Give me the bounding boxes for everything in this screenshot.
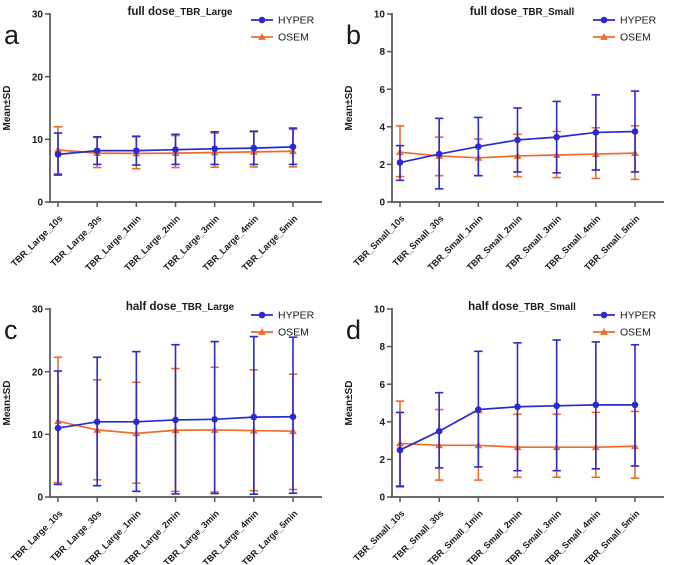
- y-tick-label: 6: [379, 380, 385, 391]
- data-point-triangle: [258, 328, 266, 335]
- data-point-circle: [396, 446, 404, 454]
- y-axis-label: Mean±SD: [344, 86, 355, 131]
- panel-letter: c: [4, 315, 18, 345]
- data-point-circle: [93, 418, 101, 426]
- y-tick-label: 6: [379, 85, 385, 96]
- data-point-circle: [553, 133, 560, 141]
- y-axis-label: Mean±SD: [344, 381, 355, 426]
- y-tick-label: 10: [32, 135, 44, 146]
- y-tick-label: 4: [379, 122, 385, 133]
- data-point-circle: [553, 402, 560, 410]
- data-point-triangle: [600, 328, 608, 335]
- panel-d: d half dose_TBR_Small 0 2 4 6 8 10 Mean±SD TBR_Sm…: [342, 282, 685, 565]
- data-point-circle: [592, 129, 600, 136]
- panel-a: a full dose_TBR_Large 0 10 20 30 Mean±SD TBR_La…: [0, 0, 342, 282]
- data-point-circle: [600, 311, 608, 319]
- legend-label-osem: OSEM: [278, 32, 309, 44]
- data-point-circle: [250, 144, 258, 152]
- panel-letter: b: [346, 20, 361, 50]
- data-point-circle: [514, 403, 521, 411]
- panel-title: half dose_TBR_Small: [468, 301, 576, 313]
- y-tick-label: 10: [32, 430, 44, 441]
- data-point-circle: [133, 418, 140, 426]
- panel-b: b full dose_TBR_Small 0 2 4 6 8 10 Mean±SD TBR_Sm…: [342, 0, 685, 282]
- data-point-circle: [93, 147, 101, 154]
- panel-title: full dose_TBR_Large: [128, 6, 234, 18]
- panel-letter: d: [346, 315, 361, 345]
- data-point-circle: [211, 415, 218, 423]
- data-point-circle: [396, 159, 404, 166]
- data-point-triangle: [600, 33, 608, 40]
- data-point-circle: [289, 143, 297, 151]
- legend-label-osem: OSEM: [278, 327, 309, 339]
- data-point-circle: [258, 16, 266, 24]
- y-tick-label: 10: [374, 305, 386, 316]
- y-tick-label: 2: [379, 160, 385, 171]
- y-tick-label: 20: [32, 72, 44, 83]
- data-point-circle: [475, 143, 482, 150]
- panel-c: c half dose_TBR_Large 0 10 20 30 Mean±SD TBR_La…: [0, 282, 342, 565]
- y-tick-label: 10: [374, 10, 386, 21]
- panel-title: full dose_TBR_Small: [470, 6, 575, 18]
- data-point-circle: [435, 427, 443, 435]
- legend-label-hyper: HYPER: [620, 310, 657, 322]
- y-axis-label: Mean±SD: [2, 381, 13, 426]
- y-tick-label: 4: [379, 417, 385, 428]
- y-tick-label: 30: [32, 305, 44, 316]
- data-point-circle: [475, 406, 482, 413]
- y-tick-label: 0: [379, 198, 385, 209]
- data-point-circle: [631, 128, 639, 135]
- legend-label-osem: OSEM: [620, 327, 651, 339]
- data-point-circle: [631, 401, 639, 409]
- y-tick-label: 8: [379, 342, 385, 353]
- data-point-circle: [435, 150, 443, 158]
- legend-label-hyper: HYPER: [620, 15, 657, 27]
- data-point-triangle: [258, 33, 266, 40]
- data-point-circle: [54, 151, 62, 158]
- data-point-circle: [133, 147, 140, 154]
- data-point-circle: [514, 136, 521, 144]
- data-point-circle: [172, 416, 179, 424]
- y-tick-label: 0: [379, 493, 385, 504]
- legend-label-hyper: HYPER: [278, 15, 315, 27]
- y-tick-label: 0: [37, 493, 43, 504]
- data-point-circle: [172, 146, 179, 153]
- y-tick-label: 2: [379, 455, 385, 466]
- legend-label-osem: OSEM: [620, 32, 651, 44]
- data-point-circle: [211, 145, 218, 153]
- y-tick-label: 0: [37, 198, 43, 209]
- data-point-circle: [54, 424, 62, 432]
- y-axis-label: Mean±SD: [2, 86, 13, 131]
- data-point-circle: [592, 401, 600, 409]
- panel-title: half dose_TBR_Large: [126, 301, 235, 313]
- y-tick-label: 8: [379, 47, 385, 58]
- data-point-circle: [250, 413, 258, 421]
- data-point-circle: [600, 16, 608, 24]
- y-tick-label: 20: [32, 367, 44, 378]
- data-point-circle: [289, 413, 297, 421]
- y-tick-label: 30: [32, 10, 44, 21]
- data-point-circle: [258, 311, 266, 319]
- panel-letter: a: [4, 20, 20, 50]
- legend-label-hyper: HYPER: [278, 310, 315, 322]
